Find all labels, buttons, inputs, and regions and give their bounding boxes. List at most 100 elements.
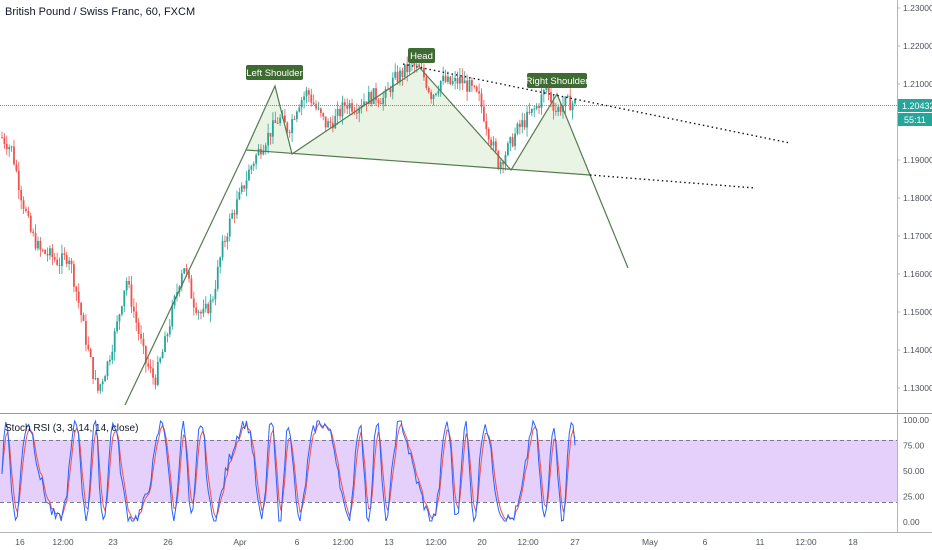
price-tick-label: 1.13000	[903, 383, 932, 393]
time-tick-label: 12:00	[425, 537, 447, 547]
candle-body	[284, 115, 286, 123]
candle-body	[29, 215, 32, 232]
candle-body	[418, 64, 421, 68]
candle-body	[459, 76, 461, 84]
price-tick-label: 1.18000	[903, 193, 932, 203]
candle-body	[255, 154, 258, 164]
candle-body	[396, 71, 399, 82]
candle-body	[521, 120, 524, 127]
candles	[1, 56, 576, 395]
annotation-left-shoulder-text: Left Shoulder	[246, 68, 303, 79]
candle-body	[478, 91, 481, 94]
candle-body	[56, 259, 59, 265]
candle-body	[487, 129, 490, 140]
head-and-shoulders-lines	[124, 67, 629, 406]
candle-body	[135, 311, 138, 323]
candle-body	[130, 284, 133, 307]
candle-body	[46, 253, 49, 256]
candle-body	[319, 108, 322, 114]
candle-body	[180, 273, 183, 287]
candle-body	[274, 120, 277, 123]
price-tick-label: 1.16000	[903, 269, 932, 279]
candle-body	[192, 298, 195, 308]
stoch-k-line	[1, 419, 576, 523]
candle-body	[8, 147, 11, 150]
countdown-label-bg	[898, 113, 932, 126]
candle-body	[276, 122, 279, 124]
annotation-head: Head	[408, 48, 435, 63]
candle-body	[454, 77, 457, 82]
candle-body	[552, 102, 555, 111]
price-tick-label: 1.22000	[903, 41, 932, 51]
candle-body	[430, 92, 433, 100]
time-tick-label: 6	[295, 537, 300, 547]
candle-body	[509, 137, 512, 144]
price-tick-label: 1.17000	[903, 231, 932, 241]
candle-body	[310, 94, 313, 103]
candle-body	[291, 119, 293, 133]
time-tick-label: 12:00	[332, 537, 354, 547]
candle-body	[451, 81, 454, 85]
annotation-right-shoulder-text: Right Shoulder	[526, 76, 589, 87]
candle-body	[5, 143, 8, 150]
candle-body	[475, 86, 478, 92]
candle-body	[73, 264, 75, 287]
candle-body	[207, 303, 210, 314]
last-price-label-bg	[898, 99, 932, 112]
candle-body	[485, 121, 488, 130]
candle-body	[233, 213, 236, 215]
candle-body	[144, 346, 147, 364]
time-tick-label: 6	[703, 537, 708, 547]
candle-body	[535, 105, 538, 109]
candle-body	[34, 233, 37, 249]
candle-body	[516, 123, 519, 134]
candle-body	[526, 111, 528, 128]
candle-body	[68, 260, 71, 264]
candle-body	[384, 89, 387, 98]
neckline-extension	[589, 174, 756, 189]
candle-body	[471, 80, 473, 86]
candle-body	[367, 92, 370, 105]
candle-body	[27, 210, 30, 216]
candle-body	[401, 70, 404, 77]
candle-body	[262, 150, 265, 155]
candle-body	[461, 76, 464, 84]
candle-body	[41, 249, 44, 251]
candle-body	[20, 189, 23, 201]
candle-body	[538, 105, 540, 108]
time-tick-label: 27	[570, 537, 580, 547]
candle-body	[272, 120, 274, 137]
candle-body	[540, 94, 543, 108]
candle-body	[499, 162, 502, 169]
candle-body	[355, 112, 358, 114]
candle-body	[61, 253, 63, 266]
candle-body	[439, 80, 442, 92]
candle-body	[341, 102, 344, 117]
price-tick-label: 1.14000	[903, 345, 932, 355]
candle-body	[494, 141, 497, 152]
candle-body	[96, 378, 99, 391]
candle-body	[209, 299, 212, 314]
candle-body	[149, 366, 152, 369]
candle-body	[295, 111, 298, 120]
candle-body	[415, 64, 418, 66]
candle-body	[161, 351, 164, 359]
candle-body	[142, 338, 145, 347]
candle-body	[389, 88, 392, 93]
candle-body	[406, 64, 409, 73]
stoch-tick-label: 25.00	[903, 492, 925, 502]
candle-body	[80, 302, 83, 316]
candle-body	[200, 311, 202, 314]
neckline	[245, 149, 591, 176]
candle-body	[132, 306, 135, 312]
candle-body	[188, 271, 190, 279]
time-axis-ticks: 16 12:00 23 26 Apr 6 12:00 13 12:00 20 12:00 27 May 6…	[15, 537, 858, 547]
candle-body	[65, 254, 68, 264]
candle-body	[533, 108, 536, 110]
candle-body	[523, 120, 526, 128]
candle-body	[547, 87, 550, 93]
candle-body	[214, 288, 217, 300]
candle-body	[372, 88, 375, 105]
time-tick-label: 13	[384, 537, 394, 547]
